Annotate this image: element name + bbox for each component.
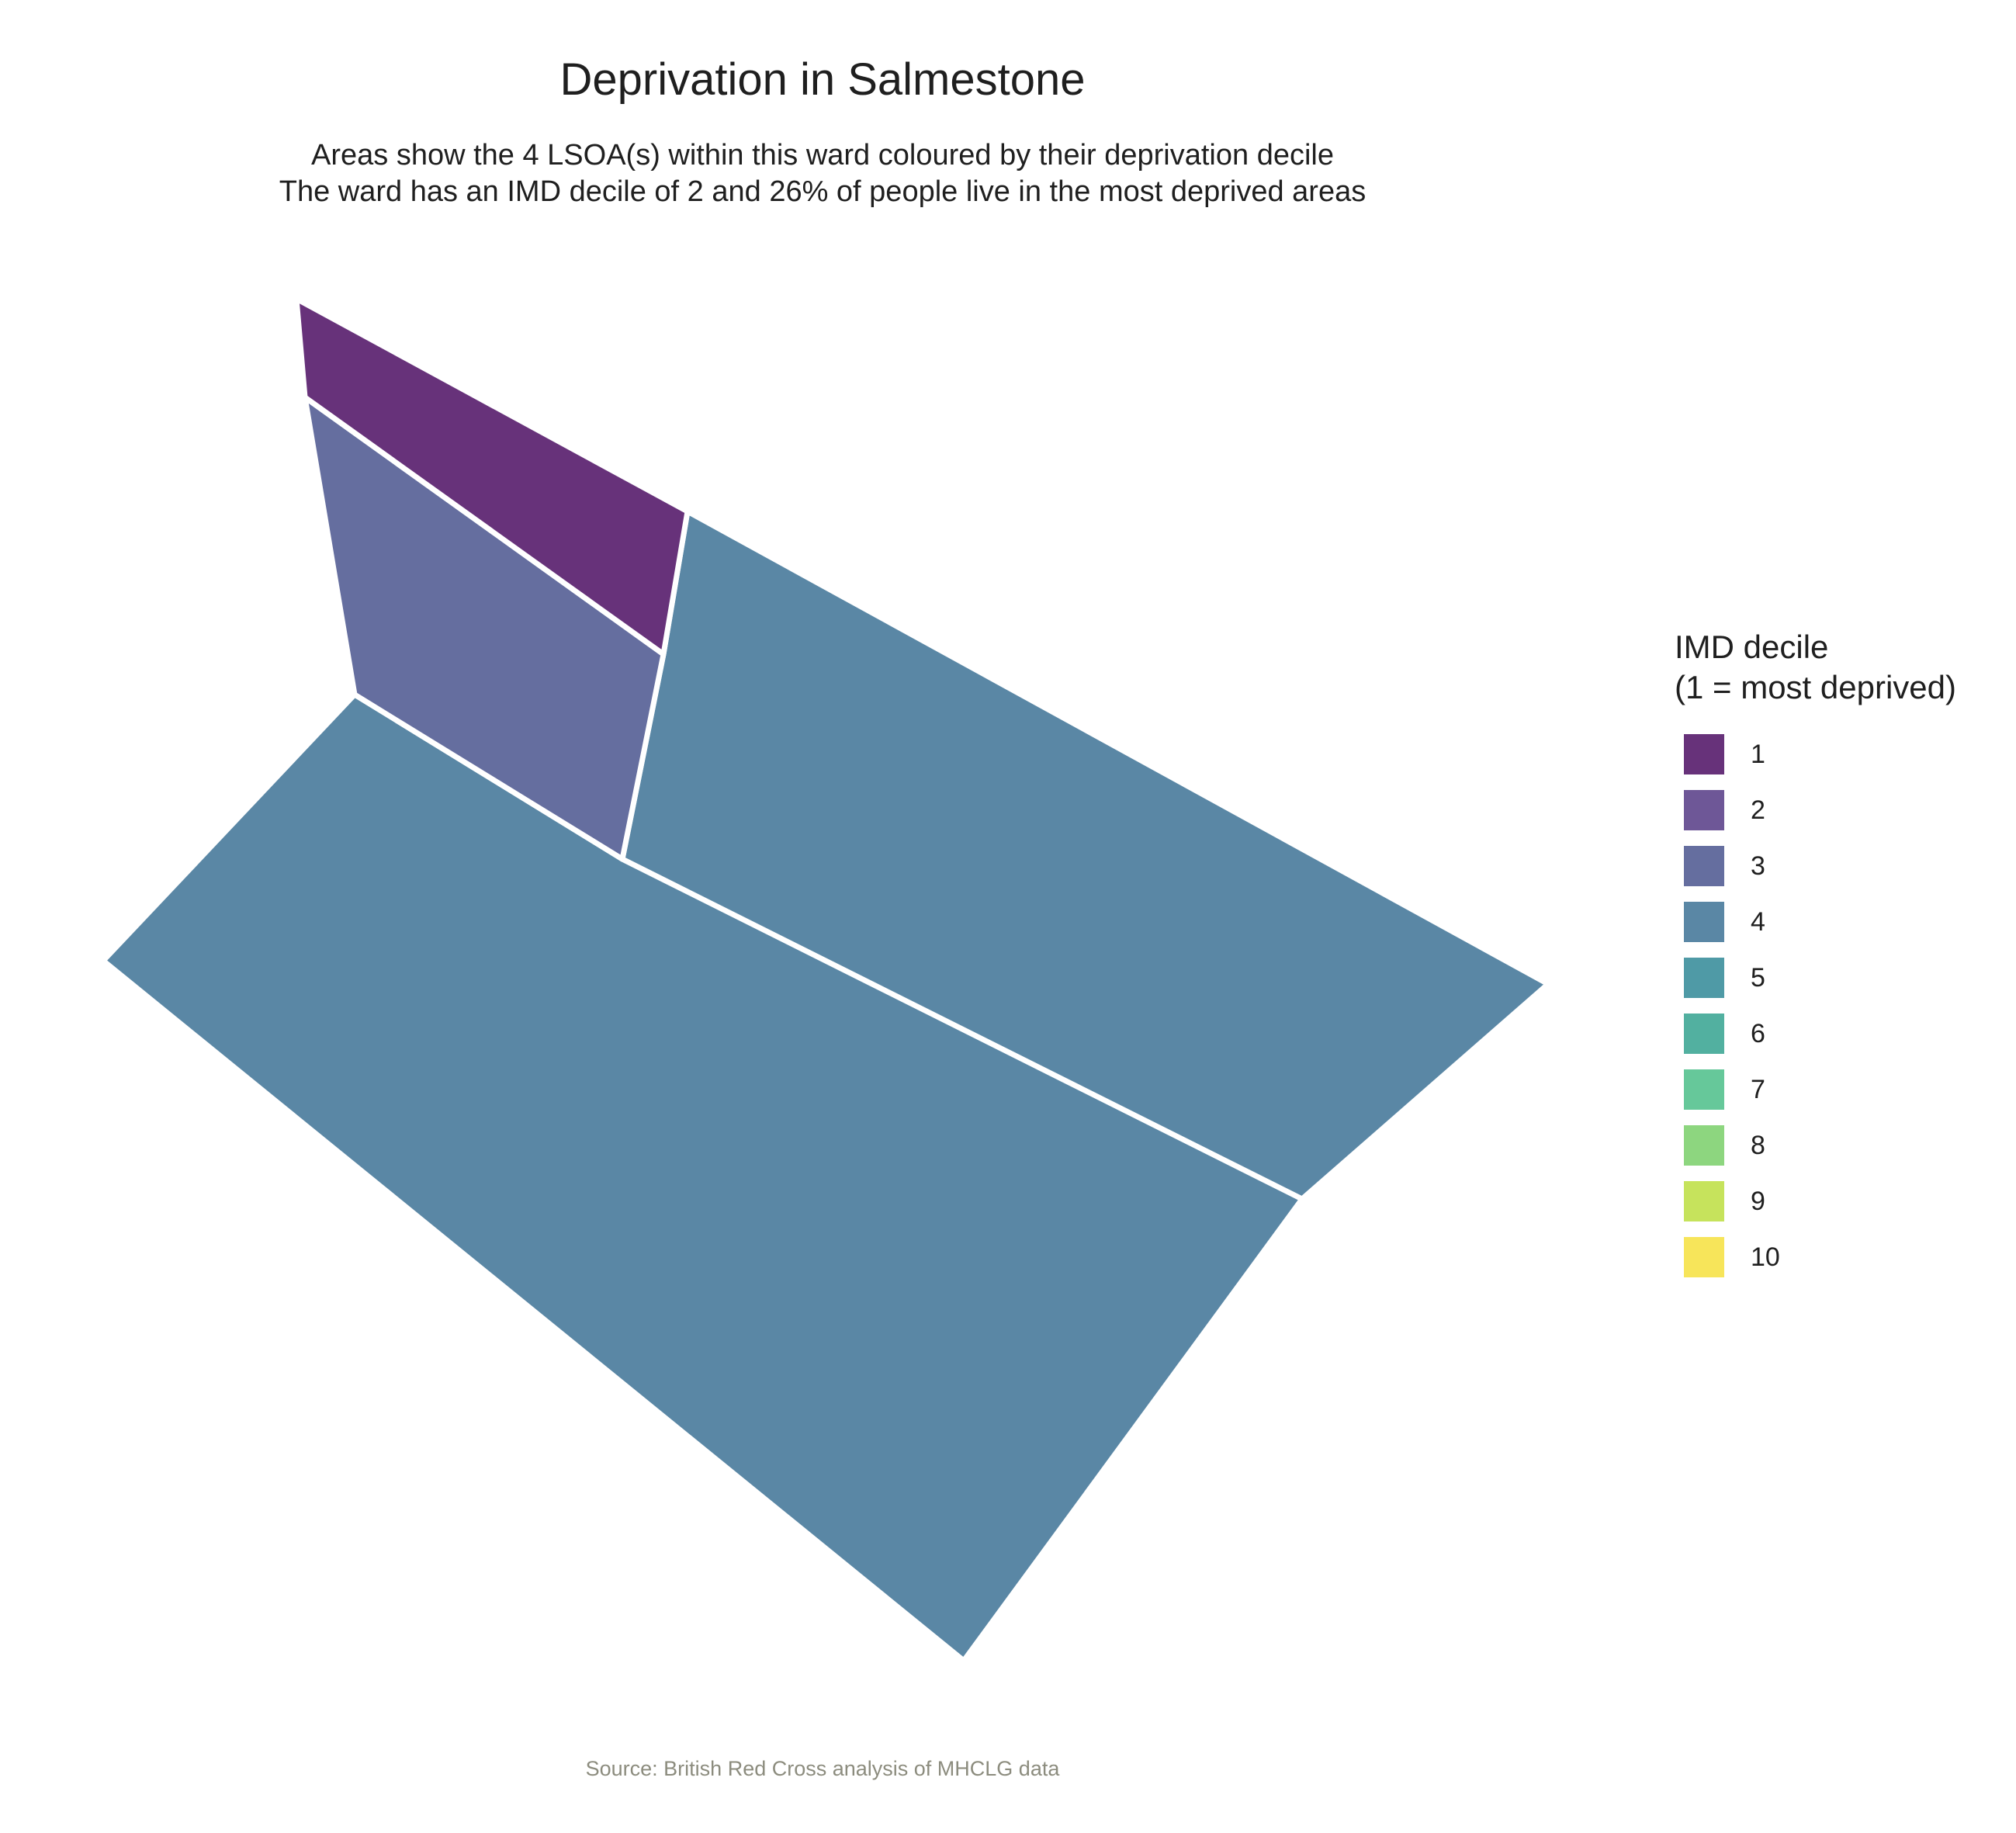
legend-swatch-3 (1684, 846, 1724, 886)
map-title: Deprivation in Salmestone (559, 54, 1086, 105)
legend-swatch-4 (1684, 902, 1724, 942)
legend-label-4: 4 (1751, 907, 1765, 937)
legend-title: IMD decile (1 = most deprived) (1675, 627, 1956, 708)
map-subtitle-line-1: Areas show the 4 LSOA(s) within this war… (311, 139, 1334, 172)
legend-title-line-1: IMD decile (1675, 629, 1829, 665)
legend: IMD decile (1 = most deprived) 1 2 3 4 5 6 7 8 9… (1675, 627, 1956, 1287)
legend-label-5: 5 (1751, 963, 1765, 993)
legend-swatch-10 (1684, 1237, 1724, 1277)
legend-swatch-5 (1684, 958, 1724, 998)
legend-label-3: 3 (1751, 851, 1765, 881)
legend-item-9: 9 (1675, 1175, 1956, 1231)
legend-swatch-9 (1684, 1181, 1724, 1221)
legend-swatch-2 (1684, 790, 1724, 830)
legend-label-8: 8 (1751, 1131, 1765, 1160)
legend-label-6: 6 (1751, 1019, 1765, 1048)
legend-swatch-7 (1684, 1069, 1724, 1110)
legend-swatch-1 (1684, 734, 1724, 774)
legend-item-3: 3 (1675, 840, 1956, 896)
legend-items: 1 2 3 4 5 6 7 8 9 10 (1675, 728, 1956, 1287)
lsoa-area-north-tip (293, 296, 691, 657)
legend-item-10: 10 (1675, 1231, 1956, 1287)
legend-item-4: 4 (1675, 896, 1956, 951)
legend-item-7: 7 (1675, 1063, 1956, 1119)
legend-item-8: 8 (1675, 1119, 1956, 1175)
legend-swatch-6 (1684, 1014, 1724, 1054)
legend-item-1: 1 (1675, 728, 1956, 784)
legend-item-2: 2 (1675, 784, 1956, 840)
legend-item-5: 5 (1675, 951, 1956, 1007)
legend-label-2: 2 (1751, 795, 1765, 825)
legend-item-6: 6 (1675, 1007, 1956, 1063)
legend-label-1: 1 (1751, 740, 1765, 769)
source-caption: Source: British Red Cross analysis of MH… (585, 1757, 1060, 1780)
map-subtitle-line-2: The ward has an IMD decile of 2 and 26% … (279, 175, 1367, 208)
legend-swatch-8 (1684, 1125, 1724, 1166)
legend-label-7: 7 (1751, 1075, 1765, 1104)
legend-title-line-2: (1 = most deprived) (1675, 669, 1956, 705)
legend-label-9: 9 (1751, 1187, 1765, 1216)
legend-label-10: 10 (1751, 1242, 1780, 1272)
